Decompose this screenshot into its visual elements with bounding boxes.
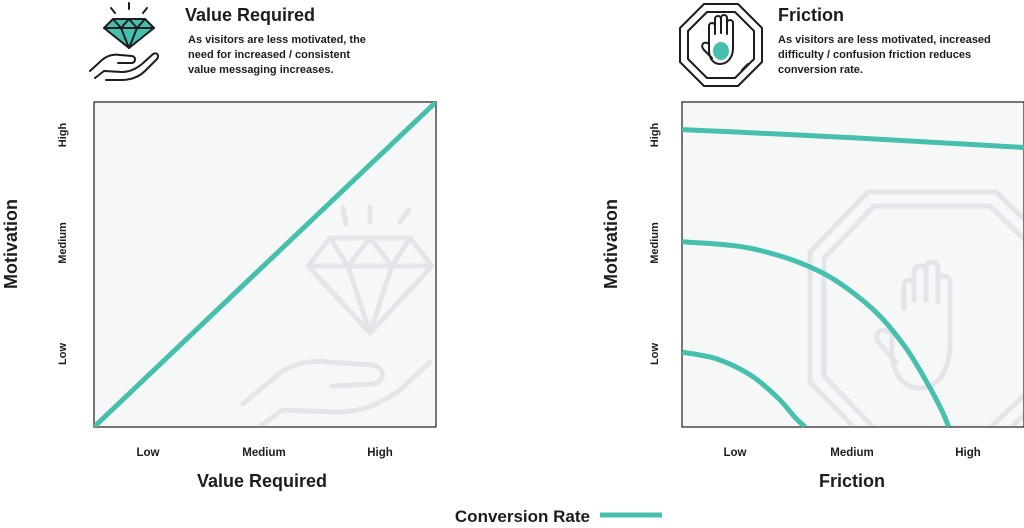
right-conversion-rate-line-2 — [682, 239, 952, 427]
right-y-ticks: Low Medium High — [649, 123, 661, 365]
left-conversion-rate-line-1 — [94, 102, 436, 427]
right-x-ticks: Low Medium High — [724, 447, 981, 459]
right-watermark-stop-hand — [807, 189, 1023, 426]
right-plot-area — [681, 101, 1024, 428]
left-series-layer — [94, 102, 436, 427]
left-chart-subtitle: As visitors are less motivated, the need… — [188, 34, 366, 76]
diamond-in-hand-icon — [89, 2, 160, 81]
left-x-tick-label: Low — [137, 447, 160, 459]
left-y-tick-label: Low — [57, 343, 69, 365]
left-y-ticks: Low Medium High — [57, 123, 69, 365]
left-x-tick-label: Medium — [242, 447, 285, 459]
left-subtitle-line-3: value messaging increases. — [188, 64, 334, 76]
right-conversion-rate-line-3 — [682, 349, 807, 427]
left-subtitle-line-2: need for increased / consistent — [188, 49, 350, 61]
right-chart-title: Friction — [778, 5, 844, 25]
left-x-axis-label: Value Required — [197, 471, 327, 491]
right-subtitle-line-2: difficulty / confusion friction reduces — [778, 49, 971, 61]
right-subtitle-line-3: conversion rate. — [778, 64, 863, 76]
right-x-tick-label: High — [955, 447, 981, 459]
left-y-axis-label: Motivation — [1, 199, 21, 289]
left-y-tick-label: High — [57, 123, 69, 148]
left-x-tick-label: High — [367, 447, 393, 459]
right-y-tick-label: Low — [649, 343, 661, 365]
right-y-axis-label: Motivation — [601, 199, 621, 289]
right-y-tick-label: High — [649, 123, 661, 148]
right-series-layer — [682, 127, 1024, 427]
right-x-tick-label: Low — [724, 447, 747, 459]
left-y-tick-label: Medium — [57, 222, 69, 264]
left-x-ticks: Low Medium High — [137, 447, 393, 459]
left-subtitle-line-1: As visitors are less motivated, the — [188, 34, 366, 46]
right-x-tick-label: Medium — [830, 447, 873, 459]
right-y-tick-label: Medium — [649, 222, 661, 264]
left-watermark-diamond-hand — [240, 204, 435, 426]
right-conversion-rate-line-1 — [682, 127, 1024, 150]
legend: Conversion Rate — [455, 507, 662, 526]
right-x-axis-label: Friction — [819, 471, 885, 491]
left-chart-title: Value Required — [185, 5, 315, 25]
stop-hand-icon — [679, 3, 763, 87]
right-chart-subtitle: As visitors are less motivated, increase… — [778, 34, 991, 76]
right-subtitle-line-1: As visitors are less motivated, increase… — [778, 34, 991, 46]
legend-label: Conversion Rate — [455, 507, 590, 526]
